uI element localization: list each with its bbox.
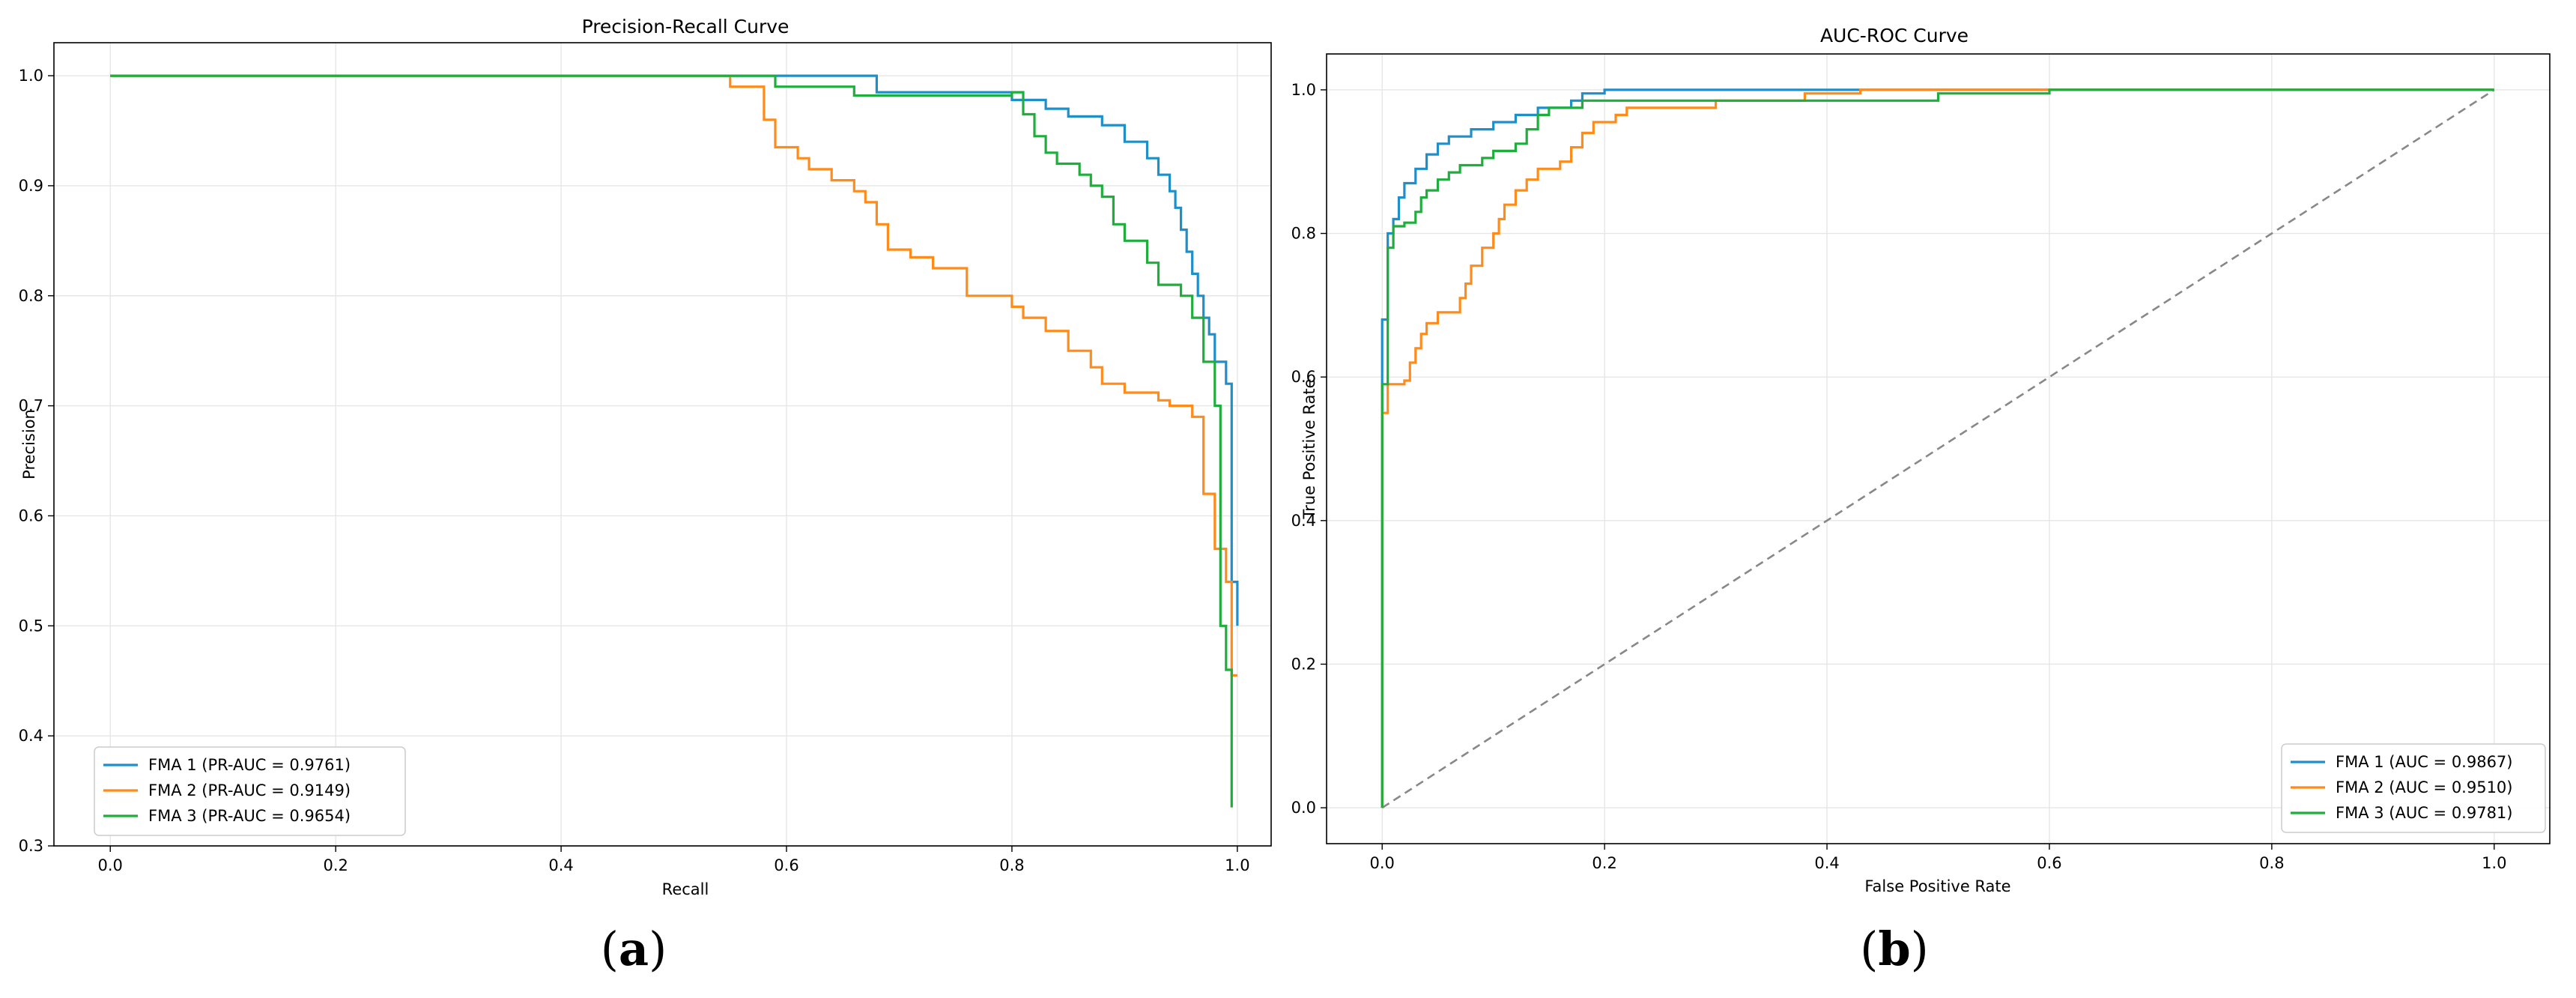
x-tick-label: 1.0 (2482, 854, 2506, 872)
y-tick-label: 0.0 (1291, 799, 1316, 817)
x-tick-label: 0.6 (2037, 854, 2061, 872)
series-line-3 (110, 74, 1233, 808)
x-tick-label: 0.8 (999, 856, 1024, 874)
legend-label-1: FMA 1 (PR-AUC = 0.9761) (148, 756, 351, 774)
series-line-2 (110, 74, 1237, 677)
chance-diagonal-line (1381, 88, 2495, 809)
legend-label-2: FMA 2 (AUC = 0.9510) (2336, 778, 2513, 796)
x-tick-label: 0.4 (1814, 854, 1839, 872)
panel-a-legend-box (94, 746, 406, 836)
x-tick-label: 0.0 (1370, 854, 1395, 872)
legend-label-1: FMA 1 (AUC = 0.9867) (2336, 753, 2513, 771)
panel-a-precision-recall: Precision-Recall Curve 0.0 0.2 0.4 0.6 0.8 1.… (19, 16, 1272, 976)
series-line-3 (1381, 88, 2494, 808)
legend-label-2: FMA 2 (PR-AUC = 0.9149) (148, 781, 351, 799)
panel-b-y-axis-label: True Positive Rate (1300, 378, 1318, 519)
y-tick-label: 1.0 (19, 67, 43, 85)
panel-b-y-ticks: 0.0 0.2 0.4 0.6 0.8 1.0 (1291, 81, 1327, 817)
panel-b-x-ticks: 0.0 0.2 0.4 0.6 0.8 1.0 (1370, 844, 2506, 872)
series-line-2 (1381, 88, 2494, 808)
series-line-1 (110, 74, 1239, 626)
panel-b-letter-label: (b) (1860, 922, 1929, 976)
panel-a-series-group (110, 74, 1239, 808)
panel-b-legend-box (2281, 743, 2546, 833)
panel-b-diagonal-group (1381, 88, 2495, 809)
panel-a-y-axis-label: Precision (20, 409, 38, 480)
panel-a-x-ticks: 0.0 0.2 0.4 0.6 0.8 1.0 (98, 846, 1250, 874)
y-tick-label: 0.5 (19, 617, 43, 635)
panel-b-axes-frame (1326, 53, 2551, 844)
x-tick-label: 0.6 (774, 856, 798, 874)
panel-a-x-axis-label: Recall (662, 880, 709, 898)
x-tick-label: 0.4 (548, 856, 573, 874)
y-tick-label: 0.8 (19, 287, 43, 305)
y-tick-label: 0.7 (19, 397, 43, 415)
panel-b-auc-roc: AUC-ROC Curve 0.0 0.2 0.4 0.6 0.8 1.0 0.00.20… (1291, 25, 2551, 976)
y-tick-label: 0.6 (1291, 368, 1316, 386)
panel-b-legend: FMA 1 (AUC = 0.9867) FMA 2 (AUC = 0.9510)… (2281, 743, 2546, 833)
y-tick-label: 1.0 (1291, 81, 1316, 99)
panel-b-title: AUC-ROC Curve (1820, 25, 1969, 46)
x-tick-label: 0.8 (2259, 854, 2284, 872)
panel-a-letter-label: (a) (601, 922, 667, 976)
panel-a-legend: FMA 1 (PR-AUC = 0.9761) FMA 2 (PR-AUC = 0… (94, 746, 406, 836)
panel-b-x-axis-label: False Positive Rate (1864, 877, 2010, 895)
x-tick-label: 0.2 (1592, 854, 1616, 872)
x-tick-label: 0.0 (98, 856, 123, 874)
panel-a-y-ticks: 0.3 0.4 0.5 0.6 0.7 0.8 0.9 1.0 (19, 67, 54, 855)
panel-a-axes-frame (53, 42, 1272, 847)
series-line-1 (1381, 88, 2494, 808)
y-tick-label: 0.4 (1291, 512, 1316, 530)
y-tick-label: 0.4 (19, 727, 43, 745)
x-tick-label: 0.2 (323, 856, 348, 874)
y-tick-label: 0.3 (19, 837, 43, 855)
panel-a-title: Precision-Recall Curve (582, 16, 790, 37)
y-tick-label: 0.2 (1291, 655, 1316, 673)
legend-label-3: FMA 3 (PR-AUC = 0.9654) (148, 807, 351, 825)
x-tick-label: 1.0 (1225, 856, 1249, 874)
y-tick-label: 0.9 (19, 177, 43, 195)
panel-b-series-group (1381, 88, 2494, 808)
y-tick-label: 0.8 (1291, 225, 1316, 243)
y-tick-label: 0.6 (19, 506, 43, 524)
legend-label-3: FMA 3 (AUC = 0.9781) (2336, 804, 2513, 822)
